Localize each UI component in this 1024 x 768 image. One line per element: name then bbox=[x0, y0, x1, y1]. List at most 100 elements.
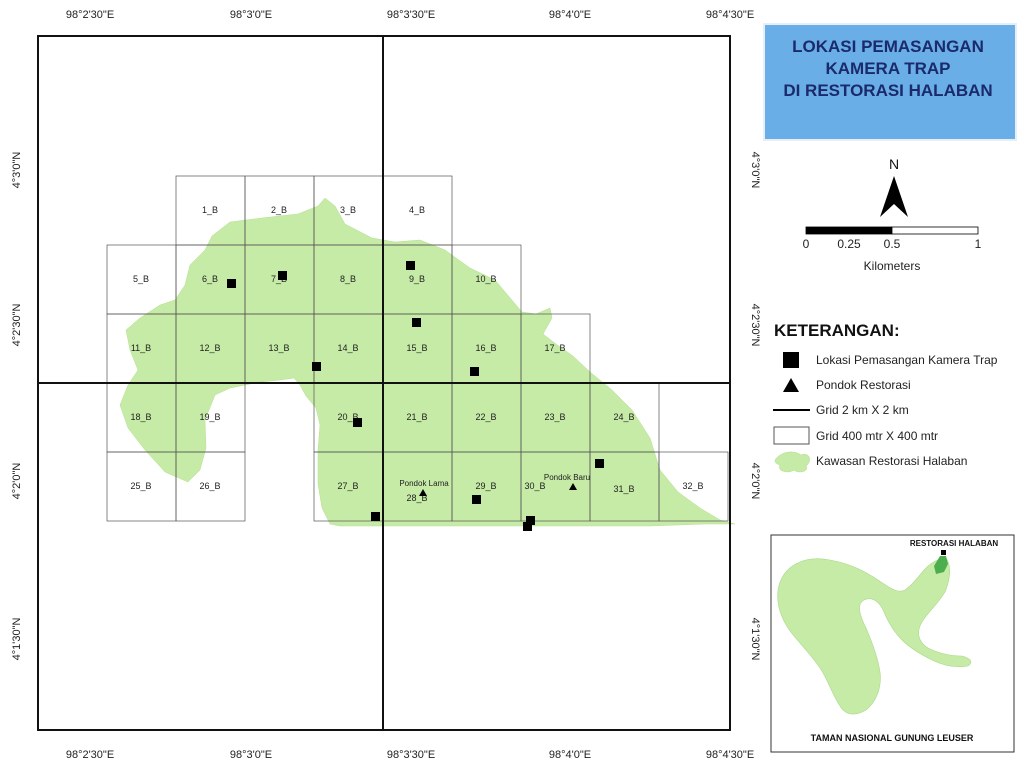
legend-heading: KETERANGAN: bbox=[774, 321, 900, 340]
scale-unit: Kilometers bbox=[864, 259, 921, 273]
scale-tick-label: 0.25 bbox=[837, 237, 861, 251]
grid-cell-label: 1_B bbox=[202, 205, 218, 215]
latitude-label: 4°2'0"N bbox=[749, 463, 761, 500]
title-line-3: DI RESTORASI HALABAN bbox=[783, 81, 992, 100]
north-arrow-icon bbox=[880, 176, 908, 217]
legend-label: Grid 400 mtr X 400 mtr bbox=[816, 429, 938, 443]
grid-cell-label: 27_B bbox=[337, 481, 358, 491]
grid-cell-label: 5_B bbox=[133, 274, 149, 284]
grid-cell-label: 25_B bbox=[130, 481, 151, 491]
camera-trap-marker bbox=[472, 495, 481, 504]
inset-caption: TAMAN NASIONAL GUNUNG LEUSER bbox=[811, 733, 974, 743]
latitude-labels-left: 4°3'0"N 4°2'30"N 4°2'0"N 4°1'30"N bbox=[11, 152, 23, 661]
legend-square-symbol bbox=[783, 352, 799, 368]
grid-cell-label: 10_B bbox=[475, 274, 496, 284]
camera-trap-locations bbox=[227, 261, 604, 531]
grid-cell-label: 14_B bbox=[337, 343, 358, 353]
scale-bar: 0 0.25 0.5 1 Kilometers bbox=[803, 226, 982, 273]
grid-cell-label: 18_B bbox=[130, 412, 151, 422]
legend-label: Kawasan Restorasi Halaban bbox=[816, 454, 967, 468]
latitude-label: 4°3'0"N bbox=[749, 152, 761, 189]
map-panel: 1_B 2_B 3_B 4_B 5_B 6_B 7_B 8_B 9_B 10_B… bbox=[37, 35, 736, 731]
longitude-label: 98°4'30"E bbox=[706, 9, 754, 21]
legend-label: Pondok Restorasi bbox=[816, 378, 911, 392]
scale-tick-label: 1 bbox=[975, 237, 982, 251]
latitude-labels-right: 4°3'0"N 4°2'30"N 4°2'0"N 4°1'30"N bbox=[749, 152, 761, 661]
longitude-label: 98°2'30"E bbox=[66, 749, 114, 761]
latitude-label: 4°2'0"N bbox=[11, 463, 23, 500]
grid-cell-label: 20_B bbox=[337, 412, 358, 422]
camera-trap-marker bbox=[523, 522, 532, 531]
longitude-label: 98°3'0"E bbox=[230, 9, 272, 21]
longitude-label: 98°4'0"E bbox=[549, 9, 591, 21]
camera-trap-marker bbox=[371, 512, 380, 521]
camera-trap-marker bbox=[412, 318, 421, 327]
north-arrow: N bbox=[880, 156, 908, 217]
legend: KETERANGAN: Lokasi Pemasangan Kamera Tra… bbox=[773, 321, 998, 473]
camera-trap-marker bbox=[312, 362, 321, 371]
restoration-area bbox=[119, 197, 736, 527]
longitude-label: 98°2'30"E bbox=[66, 9, 114, 21]
latitude-label: 4°2'30"N bbox=[749, 304, 761, 347]
longitude-label: 98°3'30"E bbox=[387, 9, 435, 21]
grid-cell-label: 32_B bbox=[682, 481, 703, 491]
grid-cell-label: 30_B bbox=[524, 481, 545, 491]
grid-cell-label: 8_B bbox=[340, 274, 356, 284]
longitude-label: 98°4'0"E bbox=[549, 749, 591, 761]
camera-trap-marker bbox=[526, 516, 535, 525]
grid-cell-labels: 1_B 2_B 3_B 4_B 5_B 6_B 7_B 8_B 9_B 10_B… bbox=[130, 205, 703, 503]
grid-cell-label: 16_B bbox=[475, 343, 496, 353]
restoration-huts: Pondok Lama Pondok Baru bbox=[399, 473, 590, 496]
map-frame bbox=[37, 35, 731, 731]
grid-cell-label: 23_B bbox=[544, 412, 565, 422]
title-line-2: KAMERA TRAP bbox=[826, 59, 951, 78]
camera-trap-marker bbox=[406, 261, 415, 270]
legend-label: Lokasi Pemasangan Kamera Trap bbox=[816, 353, 998, 367]
grid-cell-label: 21_B bbox=[406, 412, 427, 422]
inset-restoration-area bbox=[934, 556, 948, 574]
longitude-labels-top: 98°2'30"E 98°3'0"E 98°3'30"E 98°4'0"E 98… bbox=[66, 9, 754, 21]
scale-segment-filled bbox=[805, 226, 893, 235]
inset-highlight-label: RESTORASI HALABAN bbox=[910, 539, 999, 548]
grid-cell-label: 19_B bbox=[199, 412, 220, 422]
grid-cell-label: 13_B bbox=[268, 343, 289, 353]
inset-map: RESTORASI HALABAN TAMAN NASIONAL GUNUNG … bbox=[770, 534, 1015, 753]
inset-location-marker bbox=[941, 550, 946, 555]
grid-cell-label: 31_B bbox=[613, 484, 634, 494]
longitude-label: 98°4'30"E bbox=[706, 749, 754, 761]
grid-cell-label: 9_B bbox=[409, 274, 425, 284]
longitude-label: 98°3'30"E bbox=[387, 749, 435, 761]
grid-cell-label: 22_B bbox=[475, 412, 496, 422]
hut-marker bbox=[569, 483, 577, 490]
hut-label: Pondok Lama bbox=[399, 479, 449, 488]
title-line-1: LOKASI PEMASANGAN bbox=[792, 37, 984, 56]
grid-cell-label: 24_B bbox=[613, 412, 634, 422]
north-label: N bbox=[889, 156, 899, 172]
legend-box-symbol bbox=[773, 426, 810, 445]
grid-cell bbox=[175, 451, 246, 522]
grid-cell-label: 2_B bbox=[271, 205, 287, 215]
scale-tick-label: 0 bbox=[803, 237, 810, 251]
grid-cell bbox=[658, 451, 729, 522]
legend-triangle-symbol bbox=[783, 378, 799, 392]
grid-cell-label: 12_B bbox=[199, 343, 220, 353]
scale-tick-label: 0.5 bbox=[884, 237, 901, 251]
camera-trap-marker bbox=[470, 367, 479, 376]
scale-segment-empty bbox=[891, 226, 979, 235]
title-background bbox=[763, 23, 1017, 141]
legend-area-symbol bbox=[774, 451, 810, 473]
grid-cell-label: 17_B bbox=[544, 343, 565, 353]
grid-cell-label: 26_B bbox=[199, 481, 220, 491]
latitude-label: 4°1'30"N bbox=[11, 618, 23, 661]
grid-2km bbox=[37, 35, 731, 731]
longitude-label: 98°3'0"E bbox=[230, 749, 272, 761]
grid-cell-label: 6_B bbox=[202, 274, 218, 284]
camera-trap-marker bbox=[353, 418, 362, 427]
hut-label: Pondok Baru bbox=[544, 473, 590, 482]
legend-label: Grid 2 km X 2 km bbox=[816, 403, 909, 417]
latitude-label: 4°2'30"N bbox=[11, 304, 23, 347]
camera-trap-marker bbox=[595, 459, 604, 468]
hut-marker bbox=[419, 489, 427, 496]
camera-trap-marker bbox=[278, 271, 287, 280]
